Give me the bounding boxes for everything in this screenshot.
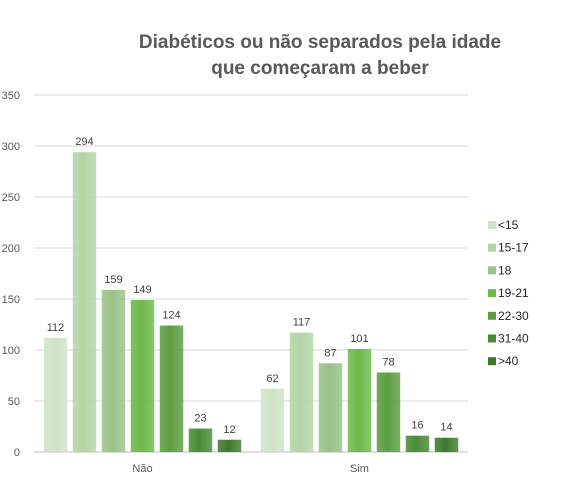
data-label: 124: [162, 310, 180, 322]
legend-entry: 18: [498, 263, 512, 277]
data-label: 159: [104, 274, 122, 286]
bar: [159, 325, 184, 452]
legend-swatch: [488, 221, 496, 229]
bar: [376, 372, 401, 452]
data-label: 101: [350, 333, 368, 345]
bar: [101, 289, 126, 452]
legend-entry: 19-21: [498, 286, 529, 300]
bar: [289, 332, 314, 452]
x-tick-label: Sim: [350, 463, 369, 475]
bar: [188, 428, 213, 452]
legend-swatch: [488, 243, 496, 252]
legend-swatch: [488, 357, 496, 366]
legend-swatch: [488, 289, 496, 298]
data-label: 112: [47, 322, 65, 334]
y-tick-label: 150: [2, 294, 20, 306]
data-label: 149: [133, 284, 151, 296]
data-label: 23: [194, 413, 206, 425]
bar: [347, 348, 372, 452]
data-label: 117: [293, 317, 311, 329]
y-tick-label: 100: [2, 345, 20, 357]
y-tick-label: 350: [2, 90, 20, 102]
bar: [43, 337, 68, 452]
legend-swatch: [488, 334, 496, 343]
bar: [217, 439, 242, 452]
bar: [72, 152, 97, 452]
legend-entry: >40: [498, 354, 519, 368]
y-tick-label: 50: [8, 396, 20, 408]
chart-title-line-2: que começaram a beber: [211, 58, 429, 79]
y-tick-label: 200: [2, 243, 20, 255]
bar: [434, 437, 459, 452]
y-tick-label: 250: [2, 192, 20, 204]
data-label: 78: [382, 356, 394, 368]
data-label: 16: [411, 420, 423, 432]
legend-entry: 31-40: [498, 332, 529, 346]
legend-entry: <15: [498, 218, 519, 232]
y-tick-label: 0: [14, 447, 20, 459]
data-label: 14: [440, 422, 452, 434]
data-label: 87: [324, 347, 336, 359]
legend-swatch: [488, 266, 496, 275]
data-label: 12: [223, 424, 235, 436]
legend-entry: 15-17: [498, 241, 529, 255]
data-label: 294: [75, 136, 93, 148]
bar: [260, 388, 285, 452]
data-label: 62: [266, 373, 278, 385]
bar: [130, 300, 155, 452]
y-tick-label: 300: [2, 141, 20, 153]
chart-title-line-1: Diabéticos ou não separados pela idade: [138, 32, 502, 53]
legend-entry: 22-30: [498, 309, 529, 323]
legend-swatch: [488, 311, 496, 320]
x-tick-label: Não: [132, 463, 152, 475]
bar: [318, 363, 343, 452]
bar: [405, 435, 430, 452]
